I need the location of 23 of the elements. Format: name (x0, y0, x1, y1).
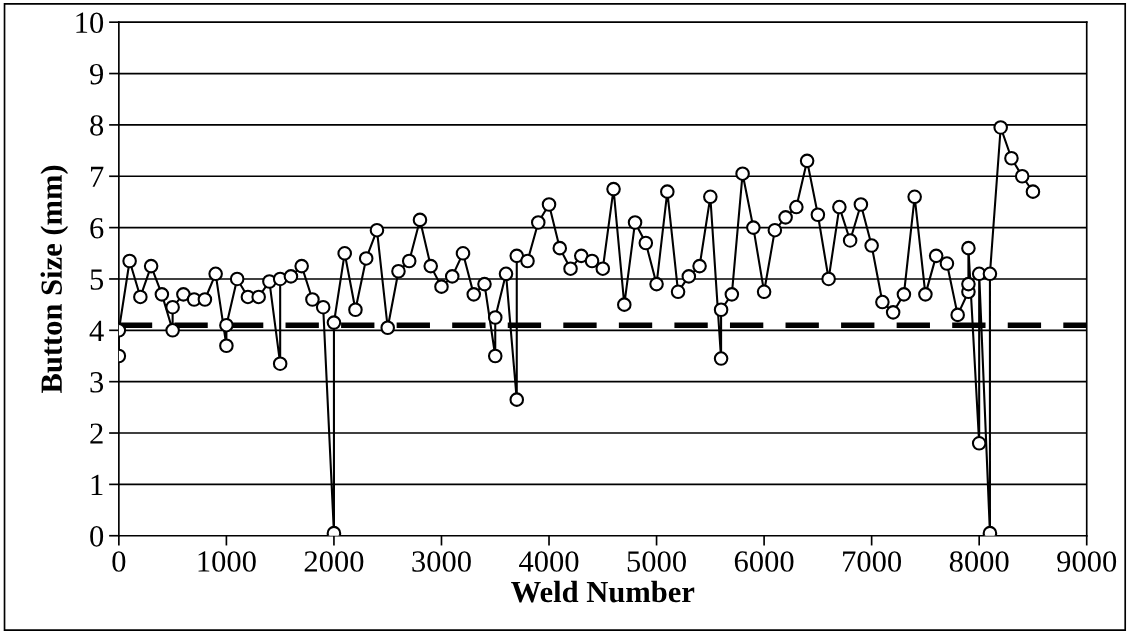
x-tick-label: 7000 (843, 551, 902, 572)
y-tick-label: 1 (91, 474, 103, 495)
x-axis-title: Weld Number (511, 580, 695, 603)
y-tick-label: 0 (90, 526, 104, 547)
x-tick-label: 4000 (519, 551, 579, 572)
y-tick-label: 9 (89, 63, 104, 85)
x-tick-label: 5000 (627, 551, 686, 572)
y-tick-label: 6 (90, 217, 104, 239)
x-tick-label: 0 (112, 551, 126, 572)
y-tick-label: 5 (90, 269, 104, 290)
y-axis-title: Button Size (mm) (40, 165, 69, 394)
y-tick-label: 3 (90, 372, 104, 393)
x-tick-label: 2000 (304, 551, 364, 572)
y-tick-label: 2 (90, 423, 103, 444)
x-tick-label: 1000 (198, 551, 256, 572)
x-tick-label: 3000 (412, 551, 471, 572)
y-tick-label: 4 (89, 320, 104, 341)
y-tick-label: 7 (91, 166, 104, 187)
y-tick-label: 10 (76, 12, 104, 34)
x-tick-label: 6000 (734, 551, 794, 572)
x-tick-label: 9000 (1057, 551, 1117, 572)
x-tick-label: 8000 (949, 551, 1009, 572)
y-tick-label: 8 (90, 115, 104, 136)
